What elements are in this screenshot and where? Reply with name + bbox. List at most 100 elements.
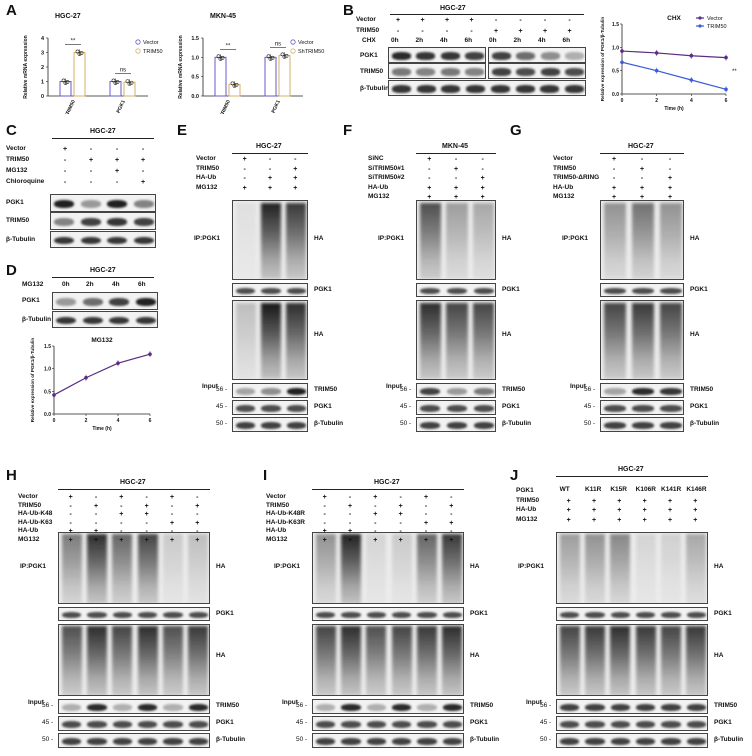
smear-lane (635, 626, 656, 695)
legend-swatch (290, 48, 296, 54)
smear-lane (112, 534, 133, 603)
band (416, 85, 436, 93)
band-label: PGK1 (690, 403, 708, 410)
band-label-pgk1: PGK1 (360, 52, 378, 59)
treatment-symbol: - (89, 146, 93, 153)
data-point (115, 80, 120, 84)
band (560, 704, 580, 711)
row-label: HA-Ub (368, 183, 389, 191)
smear-lane (631, 302, 655, 379)
input-ha-smear-blot (416, 300, 496, 380)
ip-pgk1-blot (600, 283, 684, 297)
molecular-weight-marker: 50 - (42, 736, 54, 743)
x-tick-label: 6 (149, 418, 152, 424)
legend-label: Vector (143, 40, 159, 46)
band (440, 68, 460, 76)
treatment-symbol: + (427, 156, 432, 163)
band-label: TRIM50 (216, 702, 240, 709)
trim50-blot (50, 212, 156, 230)
y-tick-label: 0.0 (44, 412, 51, 418)
ip-pgk1-blot (416, 283, 496, 297)
treatment-symbol: + (267, 184, 273, 192)
time-label: 2h (513, 37, 522, 44)
panel-label-g: G (510, 122, 522, 139)
x-axis-label: Time (h) (92, 426, 112, 432)
band (660, 388, 682, 395)
treatment-symbol: + (567, 28, 572, 35)
input-ha-smear-blot (556, 624, 708, 696)
band (112, 611, 132, 619)
treatment-symbol: + (611, 156, 617, 163)
input-blot (58, 733, 210, 748)
pgk1-blot (388, 47, 486, 63)
band (516, 52, 536, 60)
data-point (689, 78, 694, 82)
x-tick-label: 0 (53, 418, 56, 424)
treatment-symbol: - (612, 175, 616, 182)
band (417, 721, 437, 728)
data-point (116, 361, 120, 366)
ip-label: IP:PGK1 (194, 235, 221, 242)
band (87, 721, 107, 728)
treatment-symbol: - (348, 494, 352, 501)
molecular-weight-marker: 50 - (584, 420, 596, 427)
band (540, 85, 560, 93)
smear-lane (686, 626, 707, 695)
band (62, 721, 82, 728)
row-label: TRIM50 (553, 164, 577, 172)
time-label: 0h (489, 37, 497, 44)
row-label-trim50: TRIM50 (6, 156, 30, 163)
row-label: Vector (18, 493, 38, 500)
band (420, 422, 441, 429)
band (473, 388, 494, 395)
band (420, 287, 441, 295)
band (636, 738, 656, 745)
data-point (63, 81, 68, 85)
treatment-symbol: - (470, 28, 473, 35)
line-chart-chx: CHX 0.0 0.5 1.0 1.5 0 2 4 6 Time (h) Relative expr… (600, 15, 737, 112)
treatment-symbol: - (424, 502, 428, 510)
y-tick-label: 2 (41, 65, 44, 71)
legend-label: Vector (298, 40, 314, 46)
treatment-symbol: + (449, 519, 454, 527)
band (661, 721, 681, 728)
band (632, 422, 654, 429)
band (392, 738, 412, 745)
row-label: HA-Ub (266, 527, 287, 534)
row-label: HA-Ub-K63R (266, 518, 305, 526)
data-point (111, 78, 116, 83)
significance-label: ** (71, 39, 76, 45)
treatment-symbol: + (373, 494, 378, 501)
treatment-symbol: + (293, 175, 298, 182)
treatment-symbol: + (667, 194, 673, 201)
cell-line-title: HGC-27 (256, 143, 282, 150)
pgk1-blot (50, 194, 156, 212)
molecular-weight-marker: 50 - (400, 420, 412, 427)
band (107, 236, 128, 245)
band-label-ha: HA (470, 563, 480, 571)
ip-label: IP:PGK1 (20, 563, 47, 571)
input-blot (416, 383, 496, 398)
band (163, 721, 183, 728)
band (417, 611, 437, 619)
treatment-symbol: + (322, 528, 327, 535)
treatment-symbol: - (170, 528, 174, 535)
smear-lane (286, 302, 307, 379)
band (540, 52, 560, 60)
treatment-symbol: - (243, 175, 246, 182)
row-label: HA-Ub (553, 183, 574, 191)
data-point (620, 49, 624, 53)
treatment-symbol: - (450, 494, 453, 501)
treatment-symbol: - (196, 494, 199, 501)
smear-lane (61, 534, 82, 603)
band (188, 704, 208, 711)
band-label: TRIM50 (470, 702, 494, 709)
band (604, 422, 626, 429)
band (686, 738, 706, 745)
band (62, 738, 82, 745)
smear-lane (61, 626, 82, 695)
treatment-symbol: - (323, 511, 326, 518)
band (391, 52, 411, 60)
input-blot (312, 733, 464, 748)
row-label-vector: Vector (356, 16, 376, 23)
